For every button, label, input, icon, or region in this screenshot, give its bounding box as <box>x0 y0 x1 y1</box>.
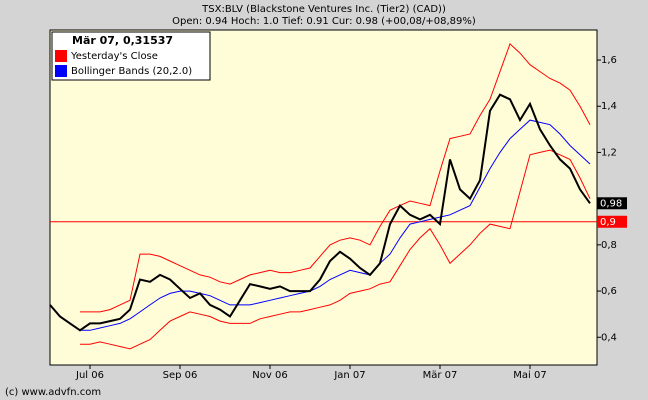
x-tick-label: Mär 07 <box>423 370 458 381</box>
series-line <box>80 149 591 350</box>
y-tick-label: 1,2 <box>601 147 617 158</box>
y-tick-label: 0,6 <box>601 286 617 297</box>
last-value-label: 0,98 <box>600 198 622 209</box>
chart-subtitle: Open: 0.94 Hoch: 1.0 Tief: 0.91 Cur: 0.9… <box>172 16 476 27</box>
legend-label: Bollinger Bands (20,2.0) <box>71 66 192 77</box>
x-tick-label: Jul 06 <box>75 370 104 381</box>
chart-title: TSX:BLV (Blackstone Ventures Inc. (Tier2… <box>201 4 446 15</box>
footer: (c) www.advfn.com <box>5 387 101 398</box>
legend-swatch <box>55 50 67 62</box>
x-tick-label: Jan 07 <box>333 370 365 381</box>
x-tick-label: Nov 06 <box>252 370 287 381</box>
legend-label: Yesterday's Close <box>70 51 158 62</box>
reference-label: 0,9 <box>600 217 616 228</box>
y-tick-label: 1,4 <box>601 101 617 112</box>
legend-swatch <box>55 65 67 77</box>
x-tick-label: Sep 06 <box>163 370 198 381</box>
legend-header: Mär 07, 0,31537 <box>72 34 173 47</box>
series-line <box>80 119 591 331</box>
y-tick-label: 0,4 <box>601 332 617 343</box>
plot-area <box>49 29 598 366</box>
x-tick-label: Mai 07 <box>513 370 546 381</box>
legend <box>51 31 211 81</box>
y-tick-label: 0,8 <box>601 240 617 251</box>
y-tick-label: 1,6 <box>601 55 617 66</box>
series-line <box>80 43 591 313</box>
series-line <box>49 93 591 332</box>
reference-box <box>597 215 627 228</box>
last-value-box <box>597 197 627 210</box>
